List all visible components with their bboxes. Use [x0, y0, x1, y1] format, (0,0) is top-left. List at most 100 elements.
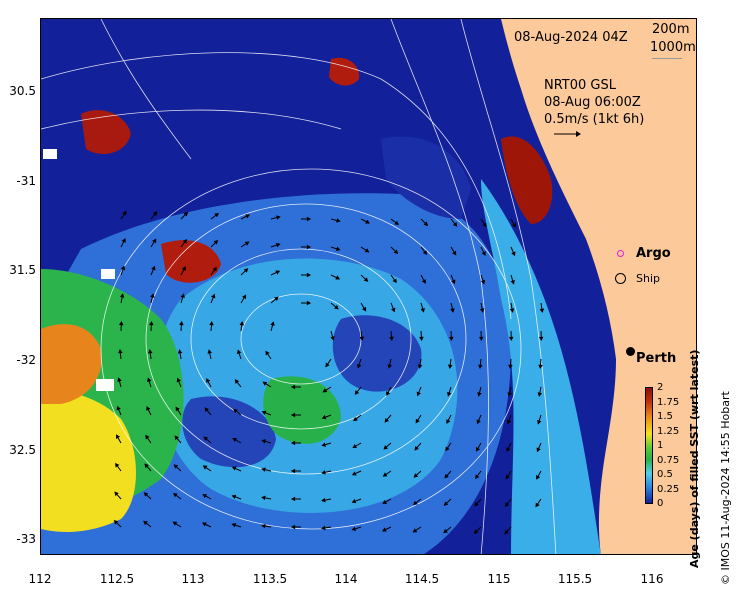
- current-arrowhead: [536, 447, 541, 453]
- current-arrowhead: [352, 443, 358, 449]
- current-arrowhead: [423, 221, 429, 227]
- current-arrowhead: [290, 384, 296, 390]
- y-tick-label: 30.5: [9, 84, 36, 98]
- current-arrowhead: [412, 528, 418, 533]
- current-arrowhead: [506, 447, 511, 452]
- colorbar-tick-label: 0: [657, 498, 664, 509]
- current-arrowhead: [414, 445, 419, 451]
- current-arrowhead: [452, 250, 457, 256]
- colorbar-tick-label: 0.5: [657, 469, 673, 480]
- current-arrowhead: [481, 251, 486, 256]
- current-arrowhead: [475, 446, 481, 452]
- perth-marker-icon: [626, 347, 635, 356]
- current-arrowhead: [183, 211, 189, 217]
- current-arrowhead: [115, 434, 121, 440]
- dark-patch-3: [381, 136, 471, 219]
- depth-contour-key: [652, 58, 682, 59]
- x-tick-label: 114: [334, 572, 358, 586]
- current-arrows: [113, 210, 545, 535]
- current-arrowhead: [243, 268, 249, 273]
- current-arrowhead: [242, 294, 247, 300]
- current-arrowhead: [204, 407, 209, 412]
- current-arrowhead: [290, 412, 296, 418]
- current-arrowhead: [508, 364, 513, 369]
- current-arrowhead: [234, 379, 240, 384]
- current-arrowhead: [172, 521, 178, 526]
- current-arrowhead: [507, 392, 512, 397]
- y-tick-label: -31: [16, 174, 36, 188]
- current-arrowhead: [384, 418, 389, 423]
- y-tick-label: -33: [16, 532, 36, 546]
- current-arrowhead: [149, 320, 154, 326]
- current-arrowhead: [392, 278, 397, 284]
- x-tick-label: 114.5: [404, 572, 440, 586]
- current-arrowhead: [356, 363, 362, 369]
- current-arrowhead: [231, 523, 237, 528]
- current-arrowhead: [382, 499, 388, 504]
- current-arrowhead: [290, 524, 296, 530]
- current-arrowhead: [261, 523, 266, 529]
- current-arrowhead: [381, 527, 387, 532]
- current-arrowhead: [421, 279, 426, 284]
- colorbar-tick-label: 0.25: [657, 483, 680, 495]
- current-arrowhead: [115, 462, 120, 468]
- current-arrowhead: [177, 349, 183, 354]
- sst-map: [41, 19, 696, 554]
- current-arrowhead: [118, 320, 124, 326]
- current-arrowhead: [445, 446, 450, 452]
- current-arrowhead: [152, 211, 158, 216]
- current-arrowhead: [382, 472, 388, 477]
- current-arrowhead: [365, 219, 370, 224]
- current-arrowhead: [444, 473, 449, 479]
- argo-label: Argo: [636, 246, 671, 261]
- current-arrowhead: [353, 416, 358, 422]
- current-arrowhead: [387, 364, 392, 369]
- current-arrowhead: [362, 306, 367, 312]
- colorbar-tick-label: 2: [657, 382, 664, 393]
- current-arrowhead: [473, 529, 479, 534]
- current-arrowhead: [335, 275, 341, 280]
- date-label: 08-Aug-2024 04Z: [514, 30, 628, 45]
- red-patch-ne: [329, 57, 360, 86]
- dark-patch-2: [182, 396, 276, 468]
- depth-1000m-label: 1000m: [650, 40, 696, 55]
- current-arrowhead: [538, 364, 543, 370]
- red-patch-center: [161, 240, 221, 283]
- current-arrowhead: [276, 215, 281, 220]
- depth-200m-label: 200m: [652, 22, 690, 37]
- current-arrowhead: [322, 388, 328, 393]
- no-data-1: [101, 269, 115, 279]
- current-arrowhead: [451, 279, 456, 285]
- current-arrowhead: [363, 277, 369, 282]
- current-arrowhead: [447, 391, 452, 397]
- current-arrowhead: [146, 406, 151, 411]
- current-arrowhead: [176, 377, 181, 383]
- current-arrowhead: [236, 349, 242, 355]
- current-arrowhead: [386, 391, 391, 396]
- current-arrowhead: [476, 419, 481, 425]
- current-arrowhead: [239, 321, 245, 326]
- current-arrowhead: [231, 494, 237, 500]
- velocity-scale-arrow-icon: [554, 131, 581, 137]
- credit-label: © IMOS 11-Aug-2024 14:55 Hobart: [719, 391, 732, 585]
- current-arrowhead: [508, 336, 514, 342]
- current-arrowhead: [202, 465, 208, 470]
- current-arrowhead: [121, 238, 126, 243]
- current-arrowhead: [505, 474, 510, 480]
- current-arrowhead: [479, 308, 485, 313]
- current-arrowhead: [449, 336, 454, 342]
- current-arrowhead: [480, 279, 486, 285]
- current-arrowhead: [536, 475, 541, 480]
- current-arrowhead: [180, 293, 185, 299]
- ship-marker-icon: [615, 273, 626, 284]
- current-arrowhead: [364, 248, 370, 253]
- current-arrowhead: [261, 495, 266, 501]
- x-tick-label: 113.5: [252, 572, 288, 586]
- current-arrowhead: [262, 381, 268, 386]
- map-plot[interactable]: [40, 18, 697, 555]
- current-arrowhead: [443, 501, 449, 506]
- current-arrowhead: [232, 437, 238, 443]
- current-arrowhead: [306, 244, 312, 250]
- current-arrowhead: [147, 377, 152, 383]
- current-arrowhead: [150, 293, 155, 298]
